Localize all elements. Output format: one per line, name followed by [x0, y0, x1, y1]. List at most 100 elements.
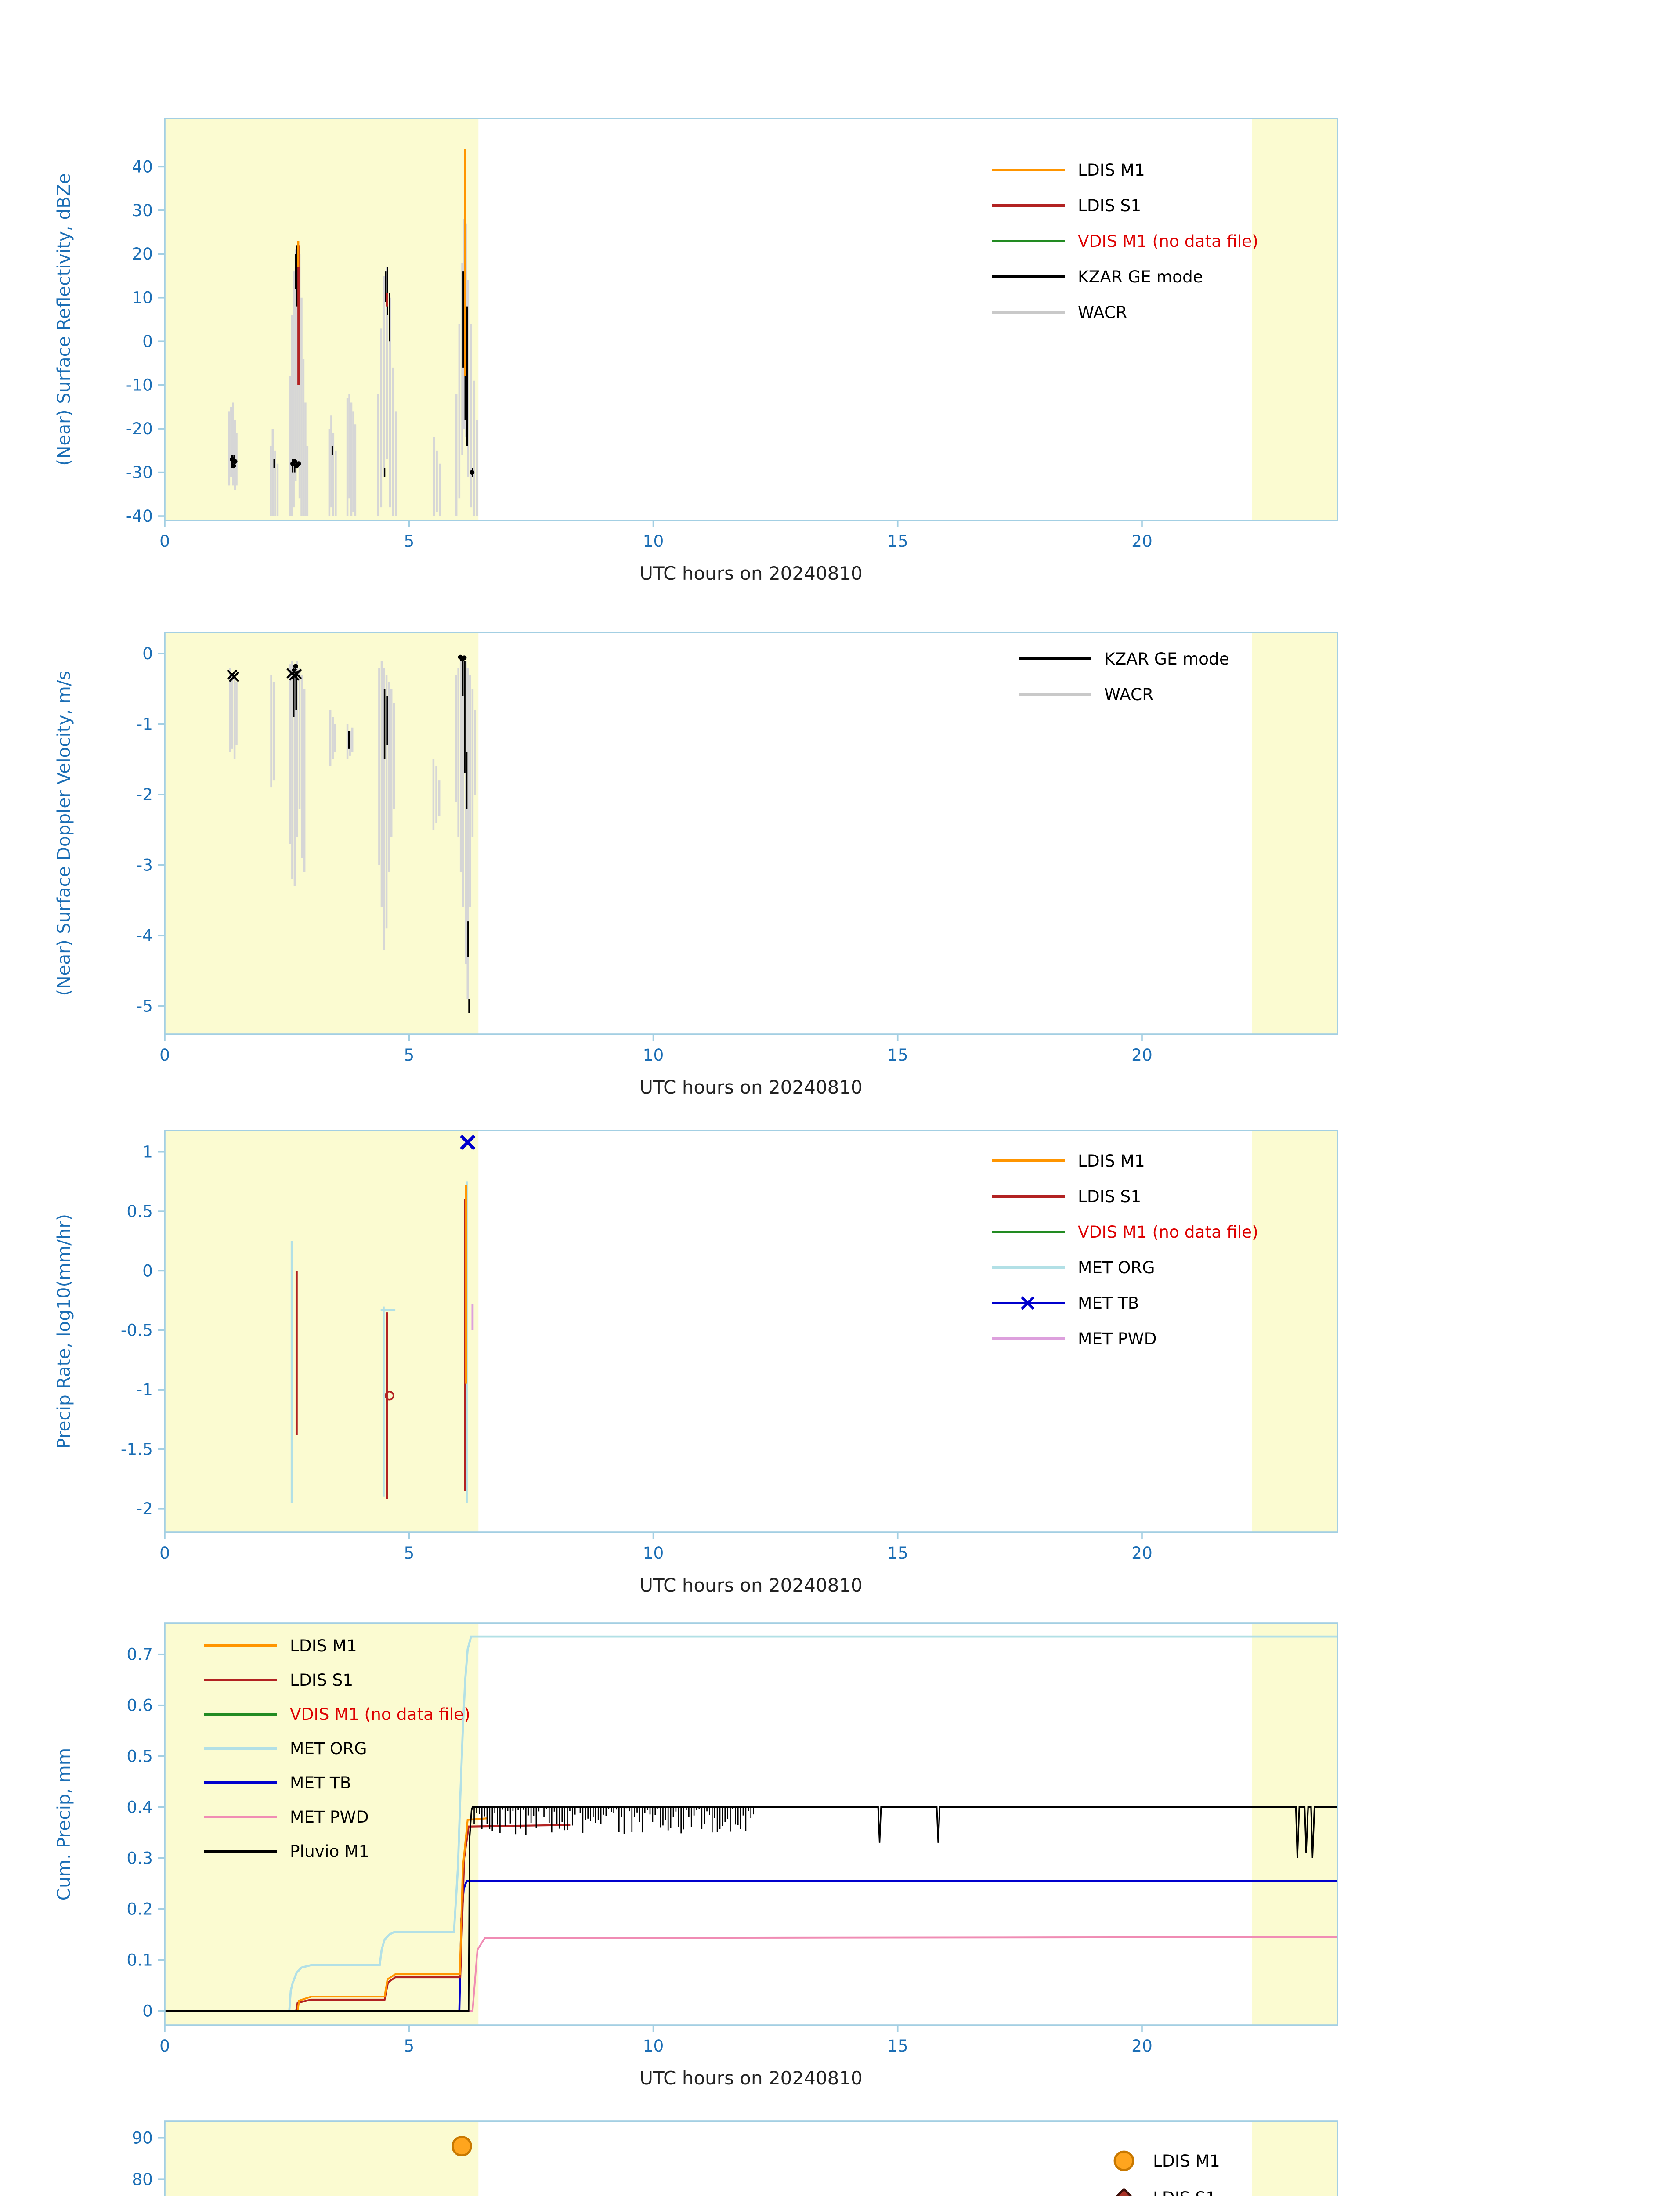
legend-label: VDIS M1 (no data file) [290, 1705, 470, 1724]
y-tick-label: 0 [142, 332, 153, 351]
x-tick-label: 20 [1131, 2036, 1153, 2055]
y-tick-label: 0.2 [126, 1899, 153, 1918]
x-tick-label: 5 [404, 1045, 414, 1065]
y-tick-label: -2 [137, 785, 153, 804]
shaded-regions [165, 119, 1337, 520]
x-axis-label: UTC hours on 20240810 [639, 2067, 863, 2089]
legend-label: MET PWD [290, 1807, 369, 1827]
x-tick-label: 20 [1131, 1543, 1153, 1563]
series [228, 149, 478, 516]
x-tick-label: 20 [1131, 1045, 1153, 1065]
y-tick-label: -4 [137, 926, 153, 945]
y-tick-label: -1 [137, 1380, 153, 1399]
x-tick-label: 10 [643, 2036, 664, 2055]
shaded-regions [165, 1623, 1337, 2025]
shaded-regions [165, 1131, 1337, 1532]
y-tick-label: -10 [126, 376, 153, 395]
x-tick-label: 15 [887, 1045, 908, 1065]
x-tick-label: 0 [159, 531, 170, 551]
y-tick-label: -20 [126, 419, 153, 438]
legend-label: WACR [1078, 303, 1127, 322]
legend-label: LDIS M1 [1153, 2151, 1220, 2171]
y-tick-label: 1 [142, 1142, 153, 1162]
y-tick-label: 0.3 [126, 1849, 153, 1868]
axis-ticks: 0 5 10 15 20 -40 -30 -20 -10 0 10 20 30 40 [126, 157, 1153, 551]
series-kzar-ge-mode [227, 668, 302, 683]
y-tick-label: 0.4 [126, 1798, 153, 1817]
plot-frame [164, 118, 1338, 521]
panel-surface-reflectivity: 0 5 10 15 20 -40 -30 -20 -10 0 10 20 30 40 (Near) Surf… [0, 82, 1680, 596]
series-ldis-m1 [297, 149, 466, 376]
series [290, 1134, 476, 1503]
plot-frame [164, 1130, 1338, 1533]
series-ldis-m1 [165, 1817, 488, 2012]
series-pluvio-m1-noise [471, 1807, 754, 1835]
series-kzar-ge-mode [293, 657, 470, 1013]
legend-label: VDIS M1 (no data file) [1078, 231, 1258, 251]
series-ldis-m1 [452, 2136, 472, 2157]
x-tick-label: 20 [1131, 531, 1153, 551]
axis-ticks: 051015200102030405060708090 [132, 2128, 165, 2189]
legend-label: MET ORG [290, 1739, 367, 1758]
plot-frame [164, 1622, 1338, 2026]
legend: KZAR GE mode WACR [1019, 649, 1229, 704]
x-tick-label: 0 [159, 2036, 170, 2055]
panel-weather-codes: 051015200102030405060708090Weather Codes… [0, 2084, 1680, 2196]
y-tick-label: 0.1 [126, 1950, 153, 1969]
x-axis-label: UTC hours on 20240810 [639, 563, 863, 584]
series-met-org [165, 1635, 1337, 2012]
x-tick-label: 15 [887, 531, 908, 551]
weather-codes-chart: 051015200102030405060708090Weather Codes… [132, 2120, 1338, 2196]
series-pluvio-m1 [165, 1806, 1337, 2012]
x-tick-label: 5 [404, 1543, 414, 1563]
y-tick-label: 30 [132, 201, 153, 220]
axis-ticks: 0 5 10 15 20 1 0.5 0 -0.5 -1 -1.5 -2 [121, 1142, 1153, 1563]
axis-ticks: 0 5 10 15 20 0 0.1 0.2 0.3 0.4 0.5 0.6 0.7 [126, 1645, 1153, 2055]
legend-label: KZAR GE mode [1104, 649, 1229, 668]
y-tick-label: -5 [137, 997, 153, 1016]
series-kzar-ge-mode [293, 654, 467, 669]
legend-label: LDIS M1 [1078, 160, 1145, 180]
y-axis-label: Cum. Precip, mm [53, 1748, 74, 1900]
legend-label: WACR [1104, 685, 1153, 704]
surface-reflectivity-chart: 0 5 10 15 20 -40 -30 -20 -10 0 10 20 30 40 (Near) Surf… [53, 118, 1338, 584]
legend: LDIS M1 LDIS S1 VDIS M1 (no data file) MET … [992, 1151, 1258, 1348]
panel-precip-rate: 0 5 10 15 20 1 0.5 0 -0.5 -1 -1.5 -2 Precip Rate, lo… [0, 1094, 1680, 1607]
x-tick-label: 10 [643, 531, 664, 551]
x-axis-label: UTC hours on 20240810 [639, 1575, 863, 1596]
surface-doppler-velocity-chart: 0 5 10 15 20 0 -1 -2 -3 -4 -5 (Near) Surface Dopple… [53, 632, 1338, 1098]
y-tick-label: 0.5 [126, 1747, 153, 1766]
x-tick-label: 0 [159, 1045, 170, 1065]
y-axis-label: (Near) Surface Reflectivity, dBZe [53, 173, 74, 466]
series-kzar-ge-mode [230, 457, 475, 475]
legend: LDIS M1 LDIS S1 VDIS M1 (no data file) MET … [204, 1636, 470, 1861]
y-tick-label: 0 [142, 2001, 153, 2020]
y-tick-label: -40 [126, 506, 153, 526]
legend-label: LDIS M1 [1078, 1151, 1145, 1170]
x-tick-label: 5 [404, 531, 414, 551]
legend-label: LDIS S1 [1078, 1187, 1141, 1206]
y-tick-label: -3 [137, 856, 153, 875]
y-tick-label: -1 [137, 715, 153, 734]
series [452, 2136, 472, 2157]
legend-label: LDIS M1 [290, 1636, 357, 1655]
series-ldis-s1 [384, 1391, 394, 1401]
y-tick-label: -2 [137, 1499, 153, 1518]
panel-cumulative-precip: 0 5 10 15 20 0 0.1 0.2 0.3 0.4 0.5 0.6 0.7 Cum. Preci… [0, 1586, 1680, 2100]
y-axis-label: Precip Rate, log10(mm/hr) [53, 1214, 74, 1449]
legend-label: VDIS M1 (no data file) [1078, 1222, 1258, 1242]
x-tick-label: 5 [404, 2036, 414, 2055]
y-tick-label: 0.6 [126, 1696, 153, 1715]
y-tick-label: 20 [132, 244, 153, 264]
legend-label: MET PWD [1078, 1329, 1156, 1348]
x-tick-label: 0 [159, 1543, 170, 1563]
cumulative-precip-chart: 0 5 10 15 20 0 0.1 0.2 0.3 0.4 0.5 0.6 0.7 Cum. Preci… [53, 1622, 1338, 2089]
panel-surface-doppler-velocity: 0 5 10 15 20 0 -1 -2 -3 -4 -5 (Near) Surface Dopple… [0, 596, 1680, 1109]
shaded-regions [165, 2121, 1337, 2196]
x-tick-label: 15 [887, 2036, 908, 2055]
legend-label: LDIS S1 [290, 1670, 353, 1690]
legend-label: MET TB [290, 1773, 351, 1792]
y-tick-label: -1.5 [121, 1439, 153, 1459]
